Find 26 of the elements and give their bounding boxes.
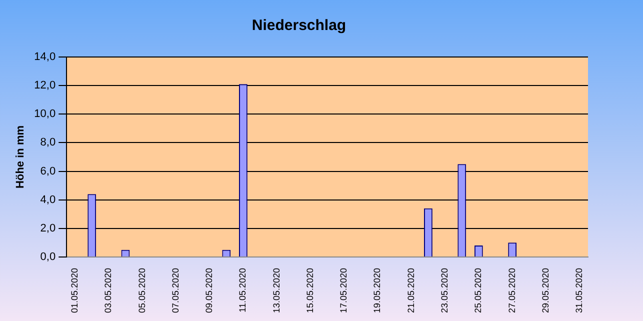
y-tick-label: 10,0: [34, 108, 56, 120]
x-tick-label: 13.05.2020: [271, 268, 282, 314]
y-tick-label: 6,0: [40, 165, 56, 178]
y-tick-label: 8,0: [40, 136, 56, 149]
x-tick-label: 11.05.2020: [238, 268, 248, 312]
y-tick-label: 2,0: [40, 222, 56, 234]
x-tick-label: 01.05.2020: [70, 268, 80, 314]
y-tick-label: 12,0: [34, 80, 56, 92]
x-tick-label: 19.05.2020: [372, 268, 382, 314]
x-tick-label: 29.05.2020: [540, 268, 550, 314]
x-tick-label: 27.05.2020: [506, 268, 517, 314]
x-tick-label: 31.05.2020: [574, 268, 584, 314]
x-tick-label: 15.05.2020: [304, 268, 315, 314]
y-axis-title: Höhe in mm: [14, 125, 27, 188]
x-tick-label: 05.05.2020: [136, 268, 147, 314]
x-tick-label: 23.05.2020: [440, 268, 450, 314]
x-tick-label: 09.05.2020: [204, 268, 214, 314]
y-tick-label: 4,0: [40, 194, 56, 206]
x-tick-label: 21.05.2020: [406, 268, 416, 314]
y-tick-label: 14,0: [34, 51, 56, 64]
x-tick-label: 03.05.2020: [103, 268, 114, 314]
x-tick-label: 17.05.2020: [338, 268, 349, 314]
y-tick-label: 0,0: [40, 250, 56, 263]
x-tick-label: 07.05.2020: [170, 268, 180, 314]
chart-title: Niederschlag: [252, 17, 346, 34]
x-tick-label: 25.05.2020: [473, 268, 484, 314]
